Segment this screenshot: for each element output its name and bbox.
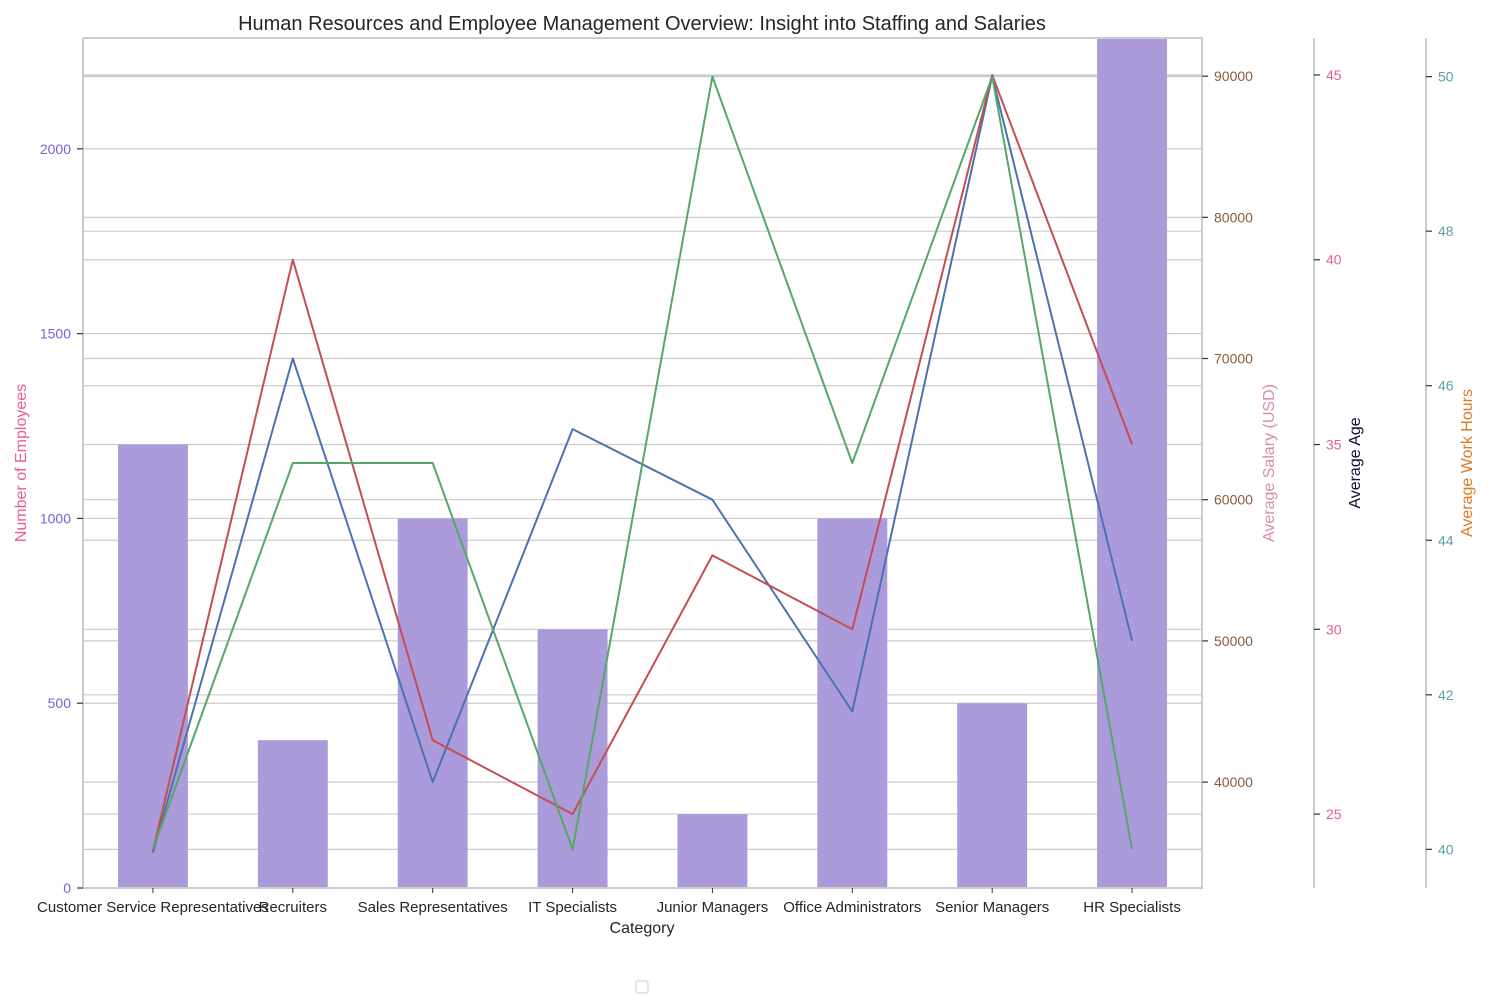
bar-employees bbox=[817, 518, 888, 888]
plot-frame bbox=[82, 37, 1203, 889]
tick-label-employees: 2000 bbox=[40, 141, 71, 157]
bar-employees bbox=[117, 444, 188, 888]
x-tick-label: IT Specialists bbox=[528, 899, 617, 916]
tick-label-salary: 80000 bbox=[1214, 209, 1253, 225]
x-tick-label: Junior Managers bbox=[657, 899, 769, 916]
x-tick-label: Office Administrators bbox=[783, 899, 921, 916]
tick-label-hours: 42 bbox=[1438, 687, 1454, 703]
tick-label-salary: 50000 bbox=[1214, 633, 1253, 649]
tick-label-salary: 70000 bbox=[1214, 351, 1253, 367]
legend-box bbox=[635, 980, 649, 994]
tick-label-salary: 40000 bbox=[1214, 774, 1253, 790]
tick-label-hours: 46 bbox=[1438, 378, 1454, 394]
x-tick-label: Senior Managers bbox=[935, 899, 1049, 916]
tick-label-hours: 40 bbox=[1438, 841, 1454, 857]
line-hours bbox=[151, 75, 1134, 851]
bar-employees bbox=[677, 814, 748, 888]
tick-label-age: 40 bbox=[1326, 252, 1342, 268]
axis-layer: 0 500 1000 1500 2000 Number of Employees 40000… bbox=[13, 37, 1476, 916]
tick-label-hours: 44 bbox=[1438, 532, 1454, 548]
axis-title-salary: Average Salary (USD) bbox=[1261, 384, 1278, 542]
x-tick-label: HR Specialists bbox=[1083, 899, 1181, 916]
tick-label-age: 25 bbox=[1326, 806, 1342, 822]
tick-label-employees: 0 bbox=[63, 880, 71, 896]
bar-employees bbox=[1097, 38, 1168, 888]
x-tick-label: Sales Representatives bbox=[358, 899, 508, 916]
bar-layer bbox=[117, 38, 1168, 888]
chart-title: Human Resources and Employee Management … bbox=[238, 13, 1046, 35]
bar-employees bbox=[957, 703, 1028, 888]
x-tick-label: Customer Service Representatives bbox=[37, 899, 269, 916]
tick-label-hours: 48 bbox=[1438, 223, 1454, 239]
bar-employees bbox=[257, 740, 328, 888]
axis-title-hours: Average Work Hours bbox=[1459, 389, 1476, 537]
tick-label-employees: 1000 bbox=[40, 510, 71, 526]
tick-label-employees: 1500 bbox=[40, 326, 71, 342]
line-layer bbox=[151, 74, 1134, 853]
tick-label-age: 45 bbox=[1326, 67, 1342, 83]
tick-label-age: 35 bbox=[1326, 437, 1342, 453]
axis-title-employees: Number of Employees bbox=[13, 384, 30, 542]
tick-label-age: 30 bbox=[1326, 621, 1342, 637]
tick-label-salary: 60000 bbox=[1214, 492, 1253, 508]
x-axis-label: Category bbox=[610, 920, 675, 937]
bar-employees bbox=[397, 518, 468, 888]
line-age bbox=[151, 74, 1134, 852]
x-tick-label: Recruiters bbox=[259, 899, 327, 916]
tick-label-employees: 500 bbox=[48, 695, 72, 711]
tick-label-salary: 90000 bbox=[1214, 68, 1253, 84]
axis-title-age: Average Age bbox=[1347, 417, 1364, 508]
tick-label-hours: 50 bbox=[1438, 69, 1454, 85]
